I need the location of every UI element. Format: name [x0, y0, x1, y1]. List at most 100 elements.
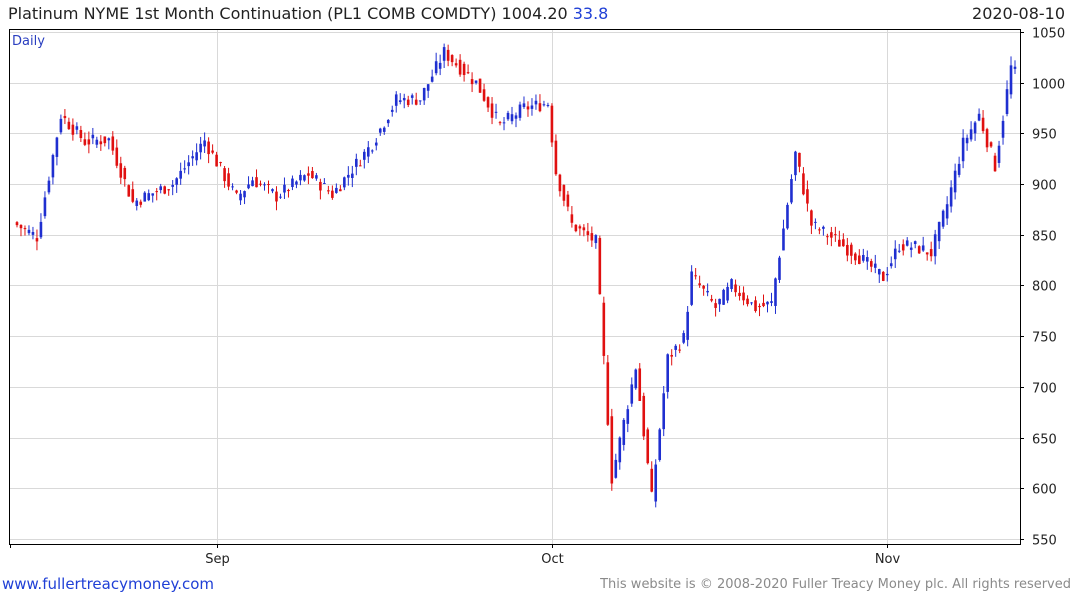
bar-body	[151, 193, 155, 196]
bar-body	[235, 190, 238, 193]
site-link[interactable]: www.fullertreacymoney.com	[2, 575, 215, 593]
bar-body	[275, 191, 278, 202]
bar-body	[590, 233, 594, 241]
bar-body	[398, 100, 402, 102]
bar-body	[466, 72, 470, 74]
bar-body	[881, 271, 885, 281]
bar-body	[798, 152, 801, 167]
bar-body	[698, 283, 701, 286]
bar-body	[885, 273, 889, 276]
x-tick-label: Nov	[875, 552, 901, 567]
bar-body	[933, 234, 937, 257]
bar-body	[267, 184, 270, 186]
bar-body	[570, 214, 574, 223]
bar-body	[19, 224, 23, 229]
bar-body	[199, 143, 202, 153]
bar-body	[287, 189, 290, 192]
bar-body	[965, 137, 969, 144]
bar-body	[55, 137, 59, 157]
bar-body	[207, 141, 210, 155]
bar-body	[686, 311, 689, 340]
bar-body	[406, 99, 410, 106]
bar-body	[494, 111, 498, 113]
bar-body	[993, 155, 997, 172]
bar-body	[646, 429, 650, 464]
bar-body	[538, 103, 542, 112]
bar-body	[710, 298, 713, 301]
bar-body	[434, 61, 438, 74]
bar-body	[430, 76, 434, 82]
bar-body	[23, 228, 27, 230]
bar-body	[666, 354, 669, 392]
bar-body	[95, 139, 99, 145]
bar-body	[806, 189, 809, 204]
y-tick-label: 650	[1032, 433, 1057, 448]
bar-body	[862, 254, 865, 261]
bar-body	[834, 234, 837, 236]
bar-body	[366, 147, 370, 157]
copyright-notice: This website is © 2008-2020 Fuller Treac…	[600, 577, 1071, 592]
bar-body	[670, 354, 673, 357]
bar-body	[291, 178, 294, 188]
bar-body	[490, 103, 494, 118]
bar-body	[442, 47, 446, 61]
bar-body	[750, 302, 753, 304]
bar-body	[530, 105, 534, 109]
bar-body	[642, 395, 646, 437]
bar-body	[626, 409, 630, 424]
bar-body	[498, 122, 502, 124]
bar-body	[315, 175, 318, 179]
bar-body	[15, 222, 19, 226]
bar-body	[394, 94, 398, 106]
y-tick-label: 1050	[1032, 27, 1065, 42]
bar-body	[997, 145, 1001, 163]
bar-body	[790, 179, 793, 203]
bar-body	[247, 184, 250, 189]
bar-body	[454, 63, 458, 66]
bar-body	[223, 168, 226, 182]
grid-lines	[10, 30, 1020, 544]
bar-body	[658, 429, 662, 460]
bar-body	[323, 183, 326, 185]
bar-body	[59, 118, 63, 133]
price-change: 33.8	[572, 4, 609, 23]
bar-body	[770, 301, 773, 303]
bar-body	[877, 269, 881, 275]
bar-body	[163, 186, 166, 194]
bar-body	[909, 247, 913, 250]
y-tick-label: 800	[1032, 280, 1057, 295]
bar-body	[650, 468, 654, 492]
bar-body	[331, 190, 334, 198]
bar-body	[359, 165, 362, 167]
bar-body	[339, 189, 342, 192]
bar-body	[227, 173, 230, 187]
bar-body	[482, 89, 486, 101]
bar-body	[271, 189, 274, 192]
bar-body	[566, 194, 570, 207]
bar-body	[941, 210, 945, 227]
bar-body	[111, 136, 115, 151]
bar-body	[139, 201, 143, 205]
bar-body	[678, 349, 681, 351]
bar-body	[27, 229, 31, 234]
bar-body	[31, 232, 35, 235]
bar-body	[474, 80, 478, 83]
bar-body	[135, 200, 139, 206]
bar-body	[738, 292, 741, 297]
bar-body	[506, 112, 510, 120]
bar-body	[386, 119, 390, 124]
bar-body	[802, 173, 805, 195]
bar-body	[774, 278, 777, 306]
bar-body	[75, 126, 79, 130]
bar-body	[722, 289, 725, 305]
bar-body	[347, 174, 350, 178]
bar-body	[446, 49, 450, 61]
bar-body	[107, 138, 111, 141]
bar-body	[889, 263, 893, 267]
bar-body	[279, 196, 282, 198]
bar-body	[203, 140, 206, 147]
bar-body	[183, 168, 186, 170]
bar-body	[822, 226, 825, 229]
bar-body	[43, 197, 47, 217]
